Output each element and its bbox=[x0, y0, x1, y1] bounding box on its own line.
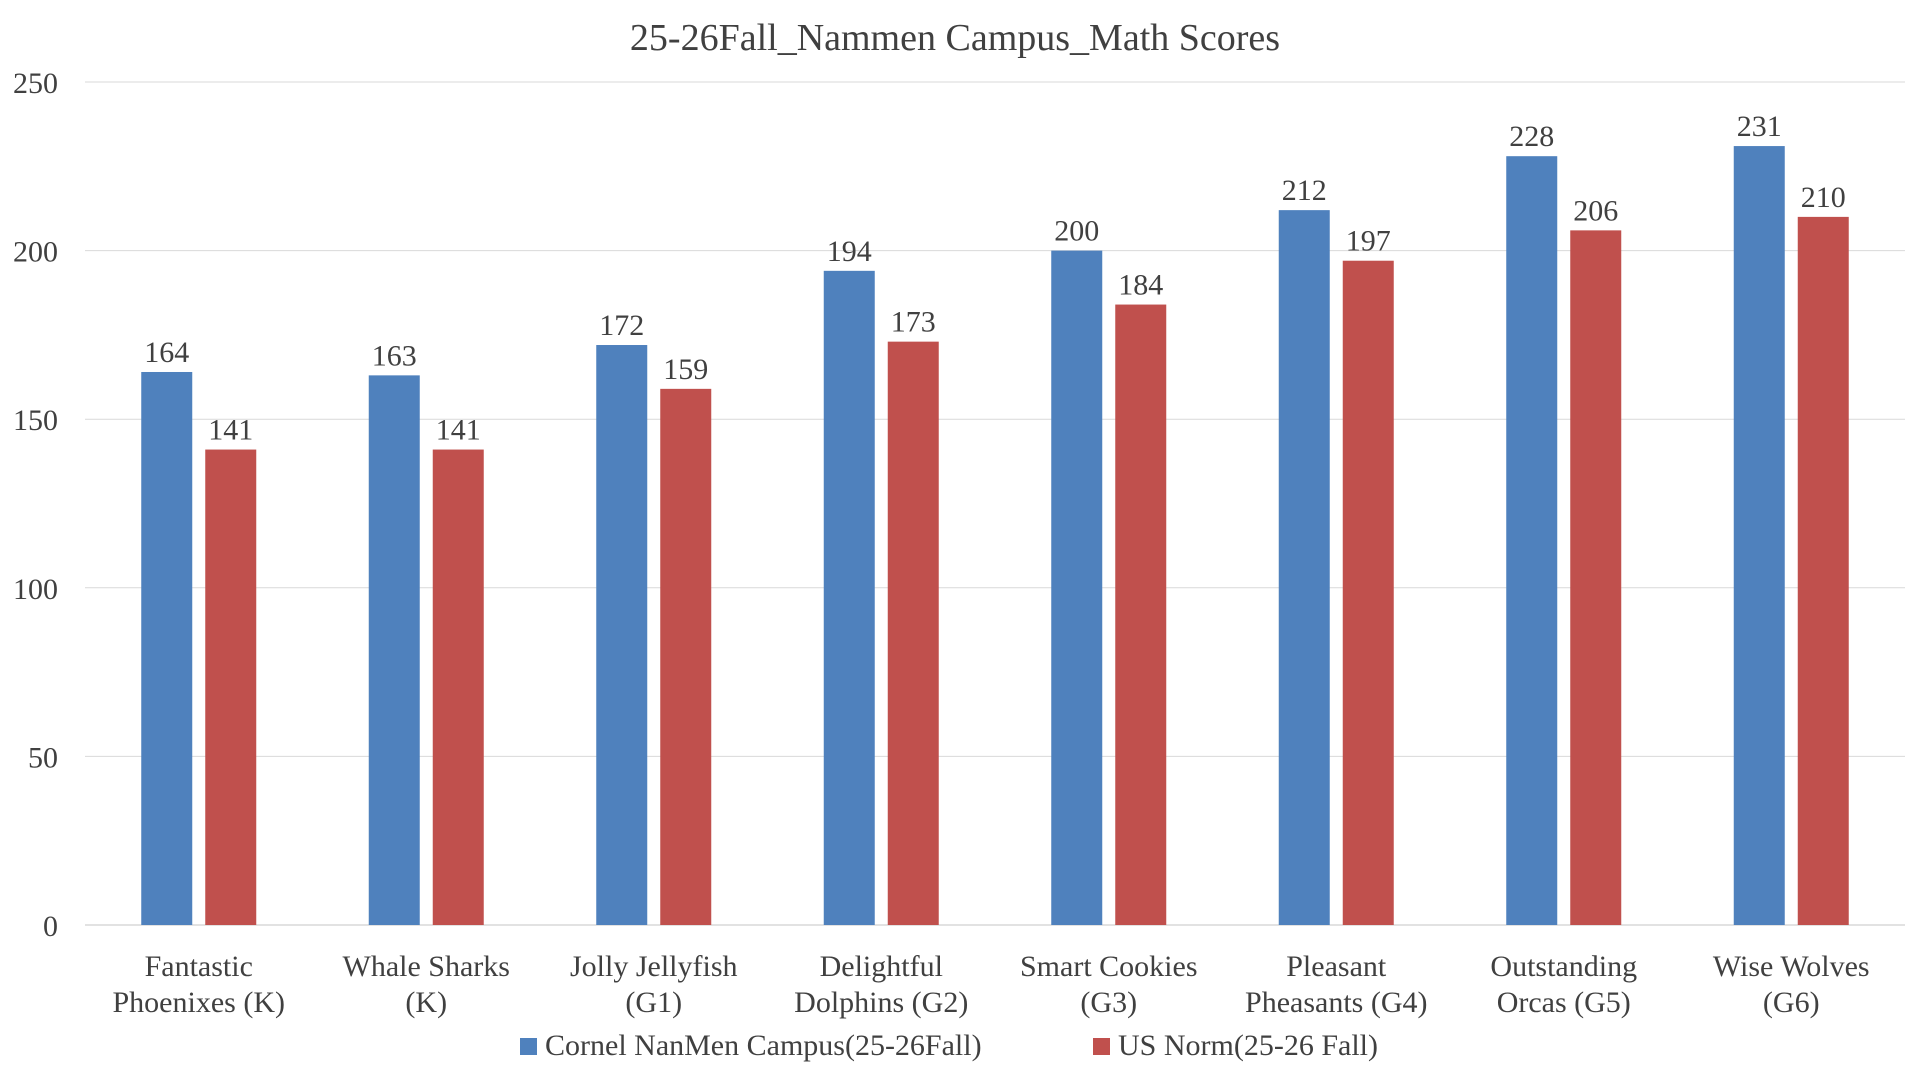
chart-title: 25-26Fall_Nammen Campus_Math Scores bbox=[630, 17, 1280, 59]
y-tick-label: 250 bbox=[13, 67, 58, 100]
data-label: 141 bbox=[208, 414, 253, 447]
x-tick-label: Pheasants (G4) bbox=[1245, 986, 1427, 1019]
x-tick-label: Pleasant bbox=[1286, 950, 1387, 983]
bar-campus bbox=[141, 371, 193, 925]
y-tick-label: 100 bbox=[13, 573, 58, 606]
x-tick-label: (G1) bbox=[625, 986, 682, 1019]
bar-campus bbox=[1278, 210, 1330, 926]
x-tick-label: Wise Wolves bbox=[1713, 950, 1870, 983]
bar-campus bbox=[1506, 156, 1558, 925]
legend-label: Cornel NanMen Campus(25-26Fall) bbox=[545, 1029, 982, 1062]
x-tick-label: Whale Sharks bbox=[343, 950, 510, 983]
y-tick-label: 0 bbox=[43, 910, 58, 943]
bar-us-norm bbox=[1797, 216, 1849, 925]
y-tick-label: 50 bbox=[28, 741, 58, 774]
data-label: 164 bbox=[144, 336, 189, 369]
x-tick-label: Delightful bbox=[820, 950, 943, 983]
data-label: 212 bbox=[1282, 174, 1327, 207]
data-label: 200 bbox=[1054, 215, 1099, 248]
bar-campus bbox=[1051, 250, 1103, 926]
bar-campus bbox=[596, 345, 648, 925]
data-label: 228 bbox=[1509, 120, 1554, 153]
data-label: 210 bbox=[1801, 181, 1846, 214]
x-tick-label: Fantastic bbox=[145, 950, 253, 983]
y-tick-label: 200 bbox=[13, 236, 58, 269]
data-label: 197 bbox=[1346, 225, 1391, 258]
data-label: 194 bbox=[827, 235, 872, 268]
y-tick-label: 150 bbox=[13, 404, 58, 437]
data-label: 173 bbox=[891, 306, 936, 339]
bar-campus bbox=[1733, 146, 1785, 925]
bar-campus bbox=[368, 375, 420, 925]
bar-us-norm bbox=[660, 388, 712, 925]
x-tick-label: Orcas (G5) bbox=[1497, 986, 1631, 1019]
legend-swatch bbox=[520, 1038, 537, 1055]
legend-label: US Norm(25-26 Fall) bbox=[1118, 1029, 1378, 1062]
data-label: 172 bbox=[599, 309, 644, 342]
data-label: 184 bbox=[1118, 269, 1163, 302]
x-tick-label: (G3) bbox=[1080, 986, 1137, 1019]
x-tick-label: Smart Cookies bbox=[1020, 950, 1198, 983]
x-tick-label: Phoenixes (K) bbox=[113, 986, 285, 1019]
x-tick-label: Dolphins (G2) bbox=[794, 986, 968, 1019]
data-label: 231 bbox=[1737, 110, 1782, 143]
x-tick-label: (G6) bbox=[1763, 986, 1820, 1019]
legend-swatch bbox=[1093, 1038, 1110, 1055]
x-tick-label: (K) bbox=[405, 986, 447, 1019]
data-label: 206 bbox=[1573, 194, 1618, 227]
bar-us-norm bbox=[1342, 260, 1394, 925]
bar-us-norm bbox=[1115, 304, 1167, 925]
bar-campus bbox=[823, 270, 875, 925]
bar-us-norm bbox=[1570, 230, 1622, 926]
bar-us-norm bbox=[205, 449, 257, 925]
data-label: 141 bbox=[436, 414, 481, 447]
bar-us-norm bbox=[432, 449, 484, 925]
data-label: 163 bbox=[372, 339, 417, 372]
x-tick-label: Outstanding bbox=[1490, 950, 1637, 983]
bar-us-norm bbox=[887, 341, 939, 925]
data-label: 159 bbox=[663, 353, 708, 386]
x-tick-label: Jolly Jellyfish bbox=[570, 950, 738, 983]
